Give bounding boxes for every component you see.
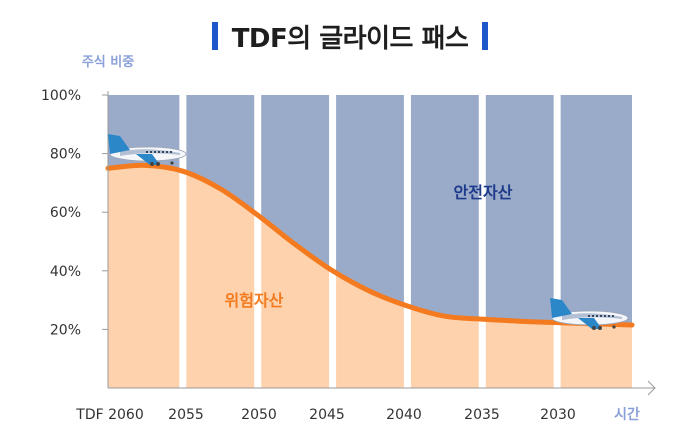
title-bar-right [482, 22, 489, 50]
x-tick-label: 2055 [168, 407, 204, 423]
airplane-window [604, 315, 606, 317]
y-tick-label: 20% [50, 322, 81, 338]
x-tick-label: TDF 2060 [75, 407, 143, 423]
x-tick-label: 2030 [540, 407, 576, 423]
y-tick-label: 40% [50, 264, 81, 280]
airplane-window [600, 315, 602, 317]
y-tick-label: 100% [41, 88, 81, 104]
chart-title: TDF의 글라이드 패스 [231, 23, 469, 54]
airplane-icon [108, 134, 187, 166]
airplane-window [146, 151, 148, 153]
y-axis-label: 주식 비중 [82, 54, 134, 70]
x-axis-label: 시간 [614, 406, 640, 423]
risk-asset-label: 위험자산 [225, 291, 284, 310]
airplane-window [150, 151, 152, 153]
column-gap [478, 95, 486, 388]
y-tick-label: 60% [50, 205, 81, 221]
y-tick-label: 80% [50, 147, 81, 163]
airplane-wheel [170, 161, 174, 165]
airplane-tail [108, 134, 130, 154]
x-tick-label: 2045 [309, 407, 345, 423]
airplane-window [170, 151, 172, 153]
airplane-window [608, 315, 610, 317]
airplane-wheel [612, 325, 616, 329]
airplane-wheel [156, 162, 160, 166]
airplane-wing [136, 154, 160, 165]
column-gap [179, 95, 187, 388]
airplane-window [592, 315, 594, 317]
risk-asset-area [108, 165, 632, 388]
airplane-window [154, 151, 156, 153]
column-gap [329, 95, 337, 388]
airplane-tail [550, 298, 572, 318]
airplane-window [158, 151, 160, 153]
airplane-wheel [592, 326, 596, 330]
airplane-window [596, 315, 598, 317]
airplane-window [588, 315, 590, 317]
safe-asset-label: 안전자산 [454, 183, 513, 202]
airplane-window [612, 315, 614, 317]
airplane-window [166, 151, 168, 153]
glide-path-line [105, 162, 635, 328]
column-gap [403, 95, 411, 388]
airplane-window [162, 151, 164, 153]
x-tick-label: 2035 [464, 407, 500, 423]
title-group: TDF의 글라이드 패스 [0, 14, 700, 58]
x-axis-arrow [647, 380, 656, 396]
airplane-icon [550, 298, 629, 330]
x-tick-label: 2050 [241, 407, 277, 423]
x-tick-label: 2040 [386, 407, 422, 423]
column-gap [254, 95, 262, 388]
airplane-wing [578, 318, 602, 329]
title-bar-left [211, 22, 218, 50]
column-gap [553, 95, 561, 388]
airplane-wheel [150, 162, 154, 166]
airplane-wheel [598, 326, 602, 330]
